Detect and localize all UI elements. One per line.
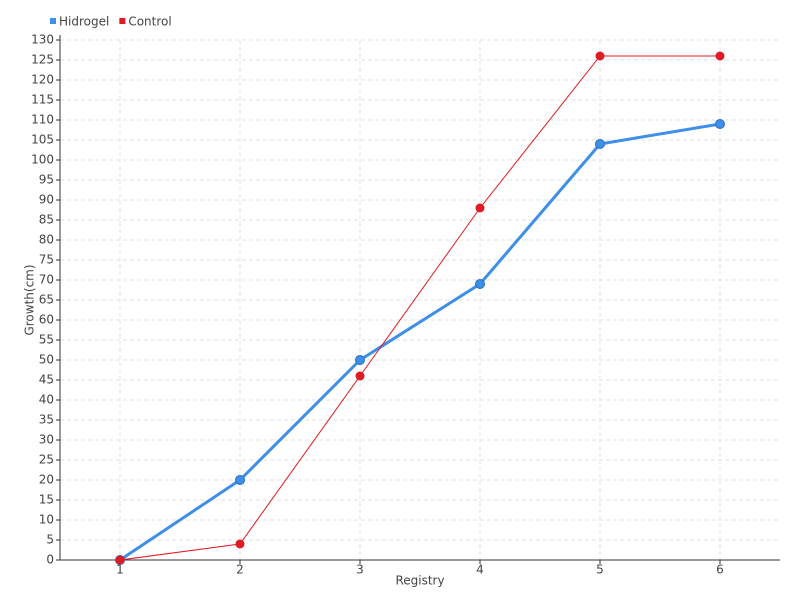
y-tick-label: 75 [39,253,54,267]
y-tick-label: 5 [46,533,54,547]
y-tick-label: 95 [39,173,54,187]
point [475,203,485,213]
y-tick-label: 65 [39,293,54,307]
y-tick-label: 125 [31,53,54,67]
y-tick-label: 100 [31,153,54,167]
point [355,371,365,381]
series-line [119,122,721,562]
y-tick-label: 0 [46,553,54,567]
point [235,475,245,485]
y-tick-label: 45 [39,373,54,387]
y-tick-label: 105 [31,133,54,147]
x-tick-label: 4 [476,563,484,577]
legend-label: Control [128,15,171,29]
point [355,355,365,365]
legend-label: Hidrogel [59,15,109,29]
x-tick-label: 1 [116,563,124,577]
point [715,51,725,61]
y-tick-label: 20 [39,473,54,487]
x-tick-label: 3 [356,563,364,577]
x-tick-label: 6 [716,563,724,577]
x-tick-label: 2 [236,563,244,577]
y-tick-label: 80 [39,233,54,247]
y-tick-label: 55 [39,333,54,347]
point [715,119,725,129]
y-tick-label: 10 [39,513,54,527]
y-tick-label: 25 [39,453,54,467]
y-tick-label: 50 [39,353,54,367]
y-tick-label: 60 [39,313,54,327]
y-tick-label: 40 [39,393,54,407]
y-tick-label: 30 [39,433,54,447]
point [115,555,125,565]
y-tick-label: 70 [39,273,54,287]
point [235,539,245,549]
point [595,51,605,61]
y-tick-label: 15 [39,493,54,507]
y-tick-label: 130 [31,33,54,47]
x-tick-label: 5 [596,563,604,577]
y-tick-label: 120 [31,73,54,87]
y-tick-label: 85 [39,213,54,227]
y-tick-label: 110 [31,113,54,127]
series-line [119,55,720,561]
legend-swatch [50,18,56,24]
y-tick-label: 90 [39,193,54,207]
point [475,279,485,289]
x-axis-label: Registry [395,574,444,588]
y-axis-label: Growth(cm) [23,264,37,335]
point [595,139,605,149]
y-tick-label: 35 [39,413,54,427]
legend-swatch [119,18,126,24]
y-tick-label: 115 [31,93,54,107]
